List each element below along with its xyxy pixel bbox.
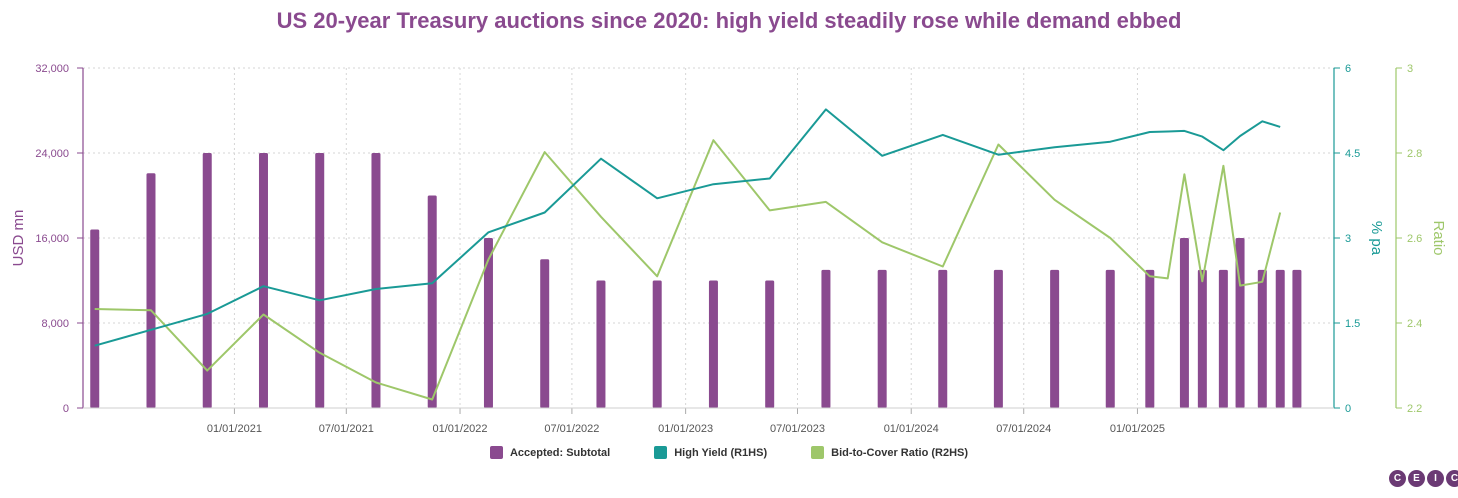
- legend-label-accepted: Accepted: Subtotal: [509, 446, 611, 459]
- legend-swatch-bid-cover: [811, 446, 825, 459]
- bar-accepted: [1218, 269, 1228, 408]
- y-right1-tick-label: 3: [1345, 233, 1351, 245]
- y-left-tick-label: 16,000: [35, 233, 69, 245]
- axes-layer: 0 0 2.2 8,000 1.5 2.4 16,000 3 2.6 24,000 4.5 2.8 32…: [10, 63, 1447, 435]
- y-right2-tick-label: 2.8: [1407, 148, 1422, 160]
- y-left-tick-label: 0: [63, 403, 69, 415]
- x-tick-label: 01/01/2023: [658, 423, 713, 435]
- legend: Accepted: Subtotal High Yield (R1HS) Bid…: [0, 446, 1458, 459]
- bar-accepted: [652, 280, 662, 408]
- bar-accepted: [90, 229, 100, 408]
- bar-accepted: [938, 269, 948, 408]
- x-tick-label: 01/01/2024: [884, 423, 939, 435]
- bar-accepted: [708, 280, 718, 408]
- x-tick-label: 07/01/2023: [770, 423, 825, 435]
- x-tick-label: 07/01/2022: [544, 423, 599, 435]
- legend-item-accepted[interactable]: Accepted: Subtotal: [489, 446, 611, 459]
- y-right1-tick-label: 6: [1345, 63, 1351, 75]
- bar-accepted: [146, 173, 156, 408]
- x-tick-label: 07/01/2021: [319, 423, 374, 435]
- y-left-tick-label: 32,000: [35, 63, 69, 75]
- y-right2-tick-label: 2.6: [1407, 233, 1422, 245]
- bar-accepted: [821, 269, 831, 408]
- x-tick-label: 01/01/2021: [207, 423, 262, 435]
- legend-item-bid-cover[interactable]: Bid-to-Cover Ratio (R2HS): [811, 446, 968, 459]
- bar-accepted: [1145, 269, 1155, 408]
- legend-swatch-high-yield: [654, 446, 668, 459]
- bar-accepted: [1050, 269, 1060, 408]
- y-right1-tick-label: 0: [1345, 403, 1351, 415]
- y-right2-axis-title: Ratio: [1430, 220, 1447, 255]
- y-right1-tick-label: 1.5: [1345, 318, 1360, 330]
- bar-accepted: [1292, 269, 1302, 408]
- y-right2-tick-label: 3: [1407, 63, 1413, 75]
- bar-accepted: [1235, 238, 1245, 408]
- y-right1-axis-title: % pa: [1368, 221, 1385, 256]
- legend-label-bid-cover: Bid-to-Cover Ratio (R2HS): [831, 446, 969, 459]
- bar-accepted: [1179, 238, 1189, 408]
- line-bid-to-cover: [94, 139, 1282, 401]
- bar-accepted: [596, 280, 606, 408]
- bar-accepted: [1105, 269, 1115, 408]
- bar-accepted: [877, 269, 887, 408]
- y-right2-tick-label: 2.4: [1407, 318, 1422, 330]
- bar-accepted: [258, 153, 268, 408]
- bar-accepted: [540, 259, 550, 408]
- bar-accepted: [1257, 269, 1267, 408]
- x-tick-label: 07/01/2024: [996, 423, 1051, 435]
- chart-title: US 20-year Treasury auctions since 2020:…: [276, 8, 1182, 33]
- bars-layer: [90, 153, 1302, 408]
- y-left-tick-label: 24,000: [35, 148, 69, 160]
- bar-accepted: [371, 153, 381, 408]
- x-tick-label: 01/01/2022: [432, 423, 487, 435]
- y-right2-tick-label: 2.2: [1407, 403, 1422, 415]
- legend-label-high-yield: High Yield (R1HS): [674, 446, 768, 459]
- y-right1-tick-label: 4.5: [1345, 148, 1360, 160]
- bar-accepted: [1275, 269, 1285, 408]
- line-high-yield: [94, 108, 1281, 347]
- bar-accepted: [315, 153, 325, 408]
- bar-accepted: [202, 153, 212, 408]
- bar-accepted: [427, 195, 437, 408]
- bar-accepted: [483, 238, 493, 408]
- x-tick-label: 01/01/2025: [1110, 423, 1165, 435]
- bar-accepted: [1197, 269, 1207, 408]
- lines-layer: [94, 108, 1282, 401]
- legend-item-high-yield[interactable]: High Yield (R1HS): [654, 446, 767, 459]
- bar-accepted: [765, 280, 775, 408]
- legend-swatch-accepted: [489, 446, 503, 459]
- y-left-axis-title: USD mn: [10, 210, 27, 267]
- bar-accepted: [993, 269, 1003, 408]
- y-left-tick-label: 8,000: [41, 318, 69, 330]
